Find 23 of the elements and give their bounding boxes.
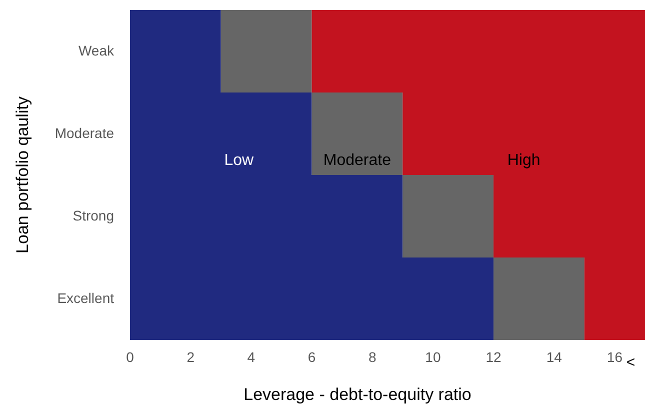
x-tick-label: 2 <box>186 348 195 365</box>
series-label: Low <box>224 152 254 170</box>
x-tick-label: 8 <box>368 348 376 365</box>
x-tick-label: 10 <box>425 348 441 365</box>
x-tick-label: 0 <box>126 348 134 365</box>
y-tick-label: Moderate <box>54 125 114 142</box>
x-tick-label: 6 <box>308 348 316 365</box>
x-tick-label: 16 <box>606 348 623 365</box>
y-tick-label: Weak <box>78 42 115 59</box>
series-label: High <box>507 152 540 170</box>
bar <box>312 92 403 175</box>
bar <box>494 258 584 340</box>
x-tick-label: 4 <box>247 348 256 365</box>
x-axis-title: Leverage - debt-to-equity ratio <box>244 385 472 404</box>
y-tick-label: Excellent <box>57 290 114 306</box>
x-tick-label: 12 <box>486 348 502 365</box>
text: < <box>626 354 636 371</box>
bar <box>402 175 494 258</box>
bar <box>220 10 312 92</box>
y-axis-title: Loan portfolio qaulity <box>13 96 32 254</box>
series-label: Moderate <box>323 152 392 170</box>
y-tick-label: Strong <box>72 208 114 224</box>
x-tick-label: 14 <box>546 348 562 365</box>
